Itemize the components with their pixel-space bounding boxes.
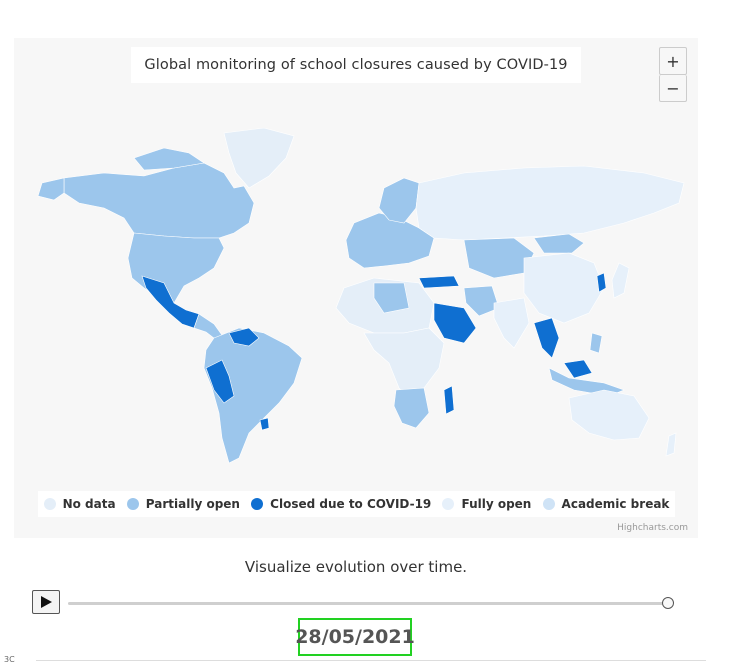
legend-dot-icon <box>43 498 56 510</box>
play-icon <box>41 596 52 608</box>
legend-dot-icon <box>126 498 139 510</box>
legend-item-partially-open[interactable]: Partially open <box>126 497 240 511</box>
map-region-turkey[interactable] <box>418 275 460 289</box>
map-region-new-zealand[interactable] <box>665 432 677 457</box>
map-region-japan[interactable] <box>611 262 630 299</box>
legend-label: Partially open <box>145 497 240 511</box>
map-region-canada[interactable] <box>63 162 255 239</box>
map-region-arctic-islands[interactable] <box>133 147 205 171</box>
map-region-mongolia[interactable] <box>533 233 585 254</box>
map-region-usa[interactable] <box>127 232 225 304</box>
map-legend: No data Partially open Closed due to COV… <box>38 491 675 517</box>
legend-item-academic-break[interactable]: Academic break <box>542 497 670 511</box>
legend-label: Closed due to COVID-19 <box>270 497 432 511</box>
legend-dot-icon <box>251 498 264 510</box>
cut-off-text: 3C <box>4 655 15 664</box>
map-region-russia[interactable] <box>415 165 685 241</box>
map-region-scandinavia[interactable] <box>378 177 420 224</box>
map-region-china[interactable] <box>523 252 605 324</box>
timeline-slider-track[interactable] <box>68 602 668 605</box>
timeline-caption: Visualize evolution over time. <box>244 558 468 576</box>
legend-label: No data <box>62 497 116 511</box>
map-region-madagascar[interactable] <box>443 385 455 415</box>
map-region-algeria-libya[interactable] <box>373 282 410 314</box>
credits-link[interactable]: Highcharts.com <box>617 523 688 533</box>
world-map[interactable] <box>24 128 694 468</box>
map-region-central-asia[interactable] <box>463 237 535 279</box>
chart-title: Global monitoring of school closures cau… <box>131 47 581 83</box>
map-region-korea[interactable] <box>596 272 607 293</box>
map-region-malaysia-indonesia[interactable] <box>563 359 593 379</box>
map-region-greenland[interactable] <box>223 128 295 189</box>
legend-item-fully-open[interactable]: Fully open <box>442 497 531 511</box>
map-region-alaska[interactable] <box>37 177 65 201</box>
legend-item-closed[interactable]: Closed due to COVID-19 <box>251 497 431 511</box>
map-region-saudi-arabia[interactable] <box>433 302 477 344</box>
zoom-controls: + − <box>659 47 687 103</box>
map-region-southeast-asia[interactable] <box>533 317 560 359</box>
legend-label: Academic break <box>561 497 670 511</box>
current-date-label: 28/05/2021 <box>295 618 415 656</box>
play-button[interactable] <box>32 590 60 614</box>
map-region-india[interactable] <box>493 297 530 349</box>
map-region-philippines[interactable] <box>589 332 603 354</box>
legend-label: Fully open <box>461 497 532 511</box>
map-region-australia[interactable] <box>568 389 650 441</box>
divider <box>36 660 706 661</box>
map-region-uruguay[interactable] <box>259 417 270 431</box>
chart-container: Global monitoring of school closures cau… <box>14 38 698 538</box>
legend-dot-icon <box>542 498 555 510</box>
map-region-iran[interactable] <box>463 285 500 317</box>
timeline-slider-handle[interactable] <box>662 597 674 609</box>
map-region-venezuela[interactable] <box>228 327 260 347</box>
map-region-peru[interactable] <box>205 359 235 404</box>
map-region-south-america[interactable] <box>203 327 303 464</box>
legend-item-no-data[interactable]: No data <box>43 497 116 511</box>
legend-dot-icon <box>442 498 455 510</box>
zoom-out-button[interactable]: − <box>659 75 687 102</box>
map-region-southern-africa[interactable] <box>393 387 430 429</box>
zoom-in-button[interactable]: + <box>659 47 687 75</box>
